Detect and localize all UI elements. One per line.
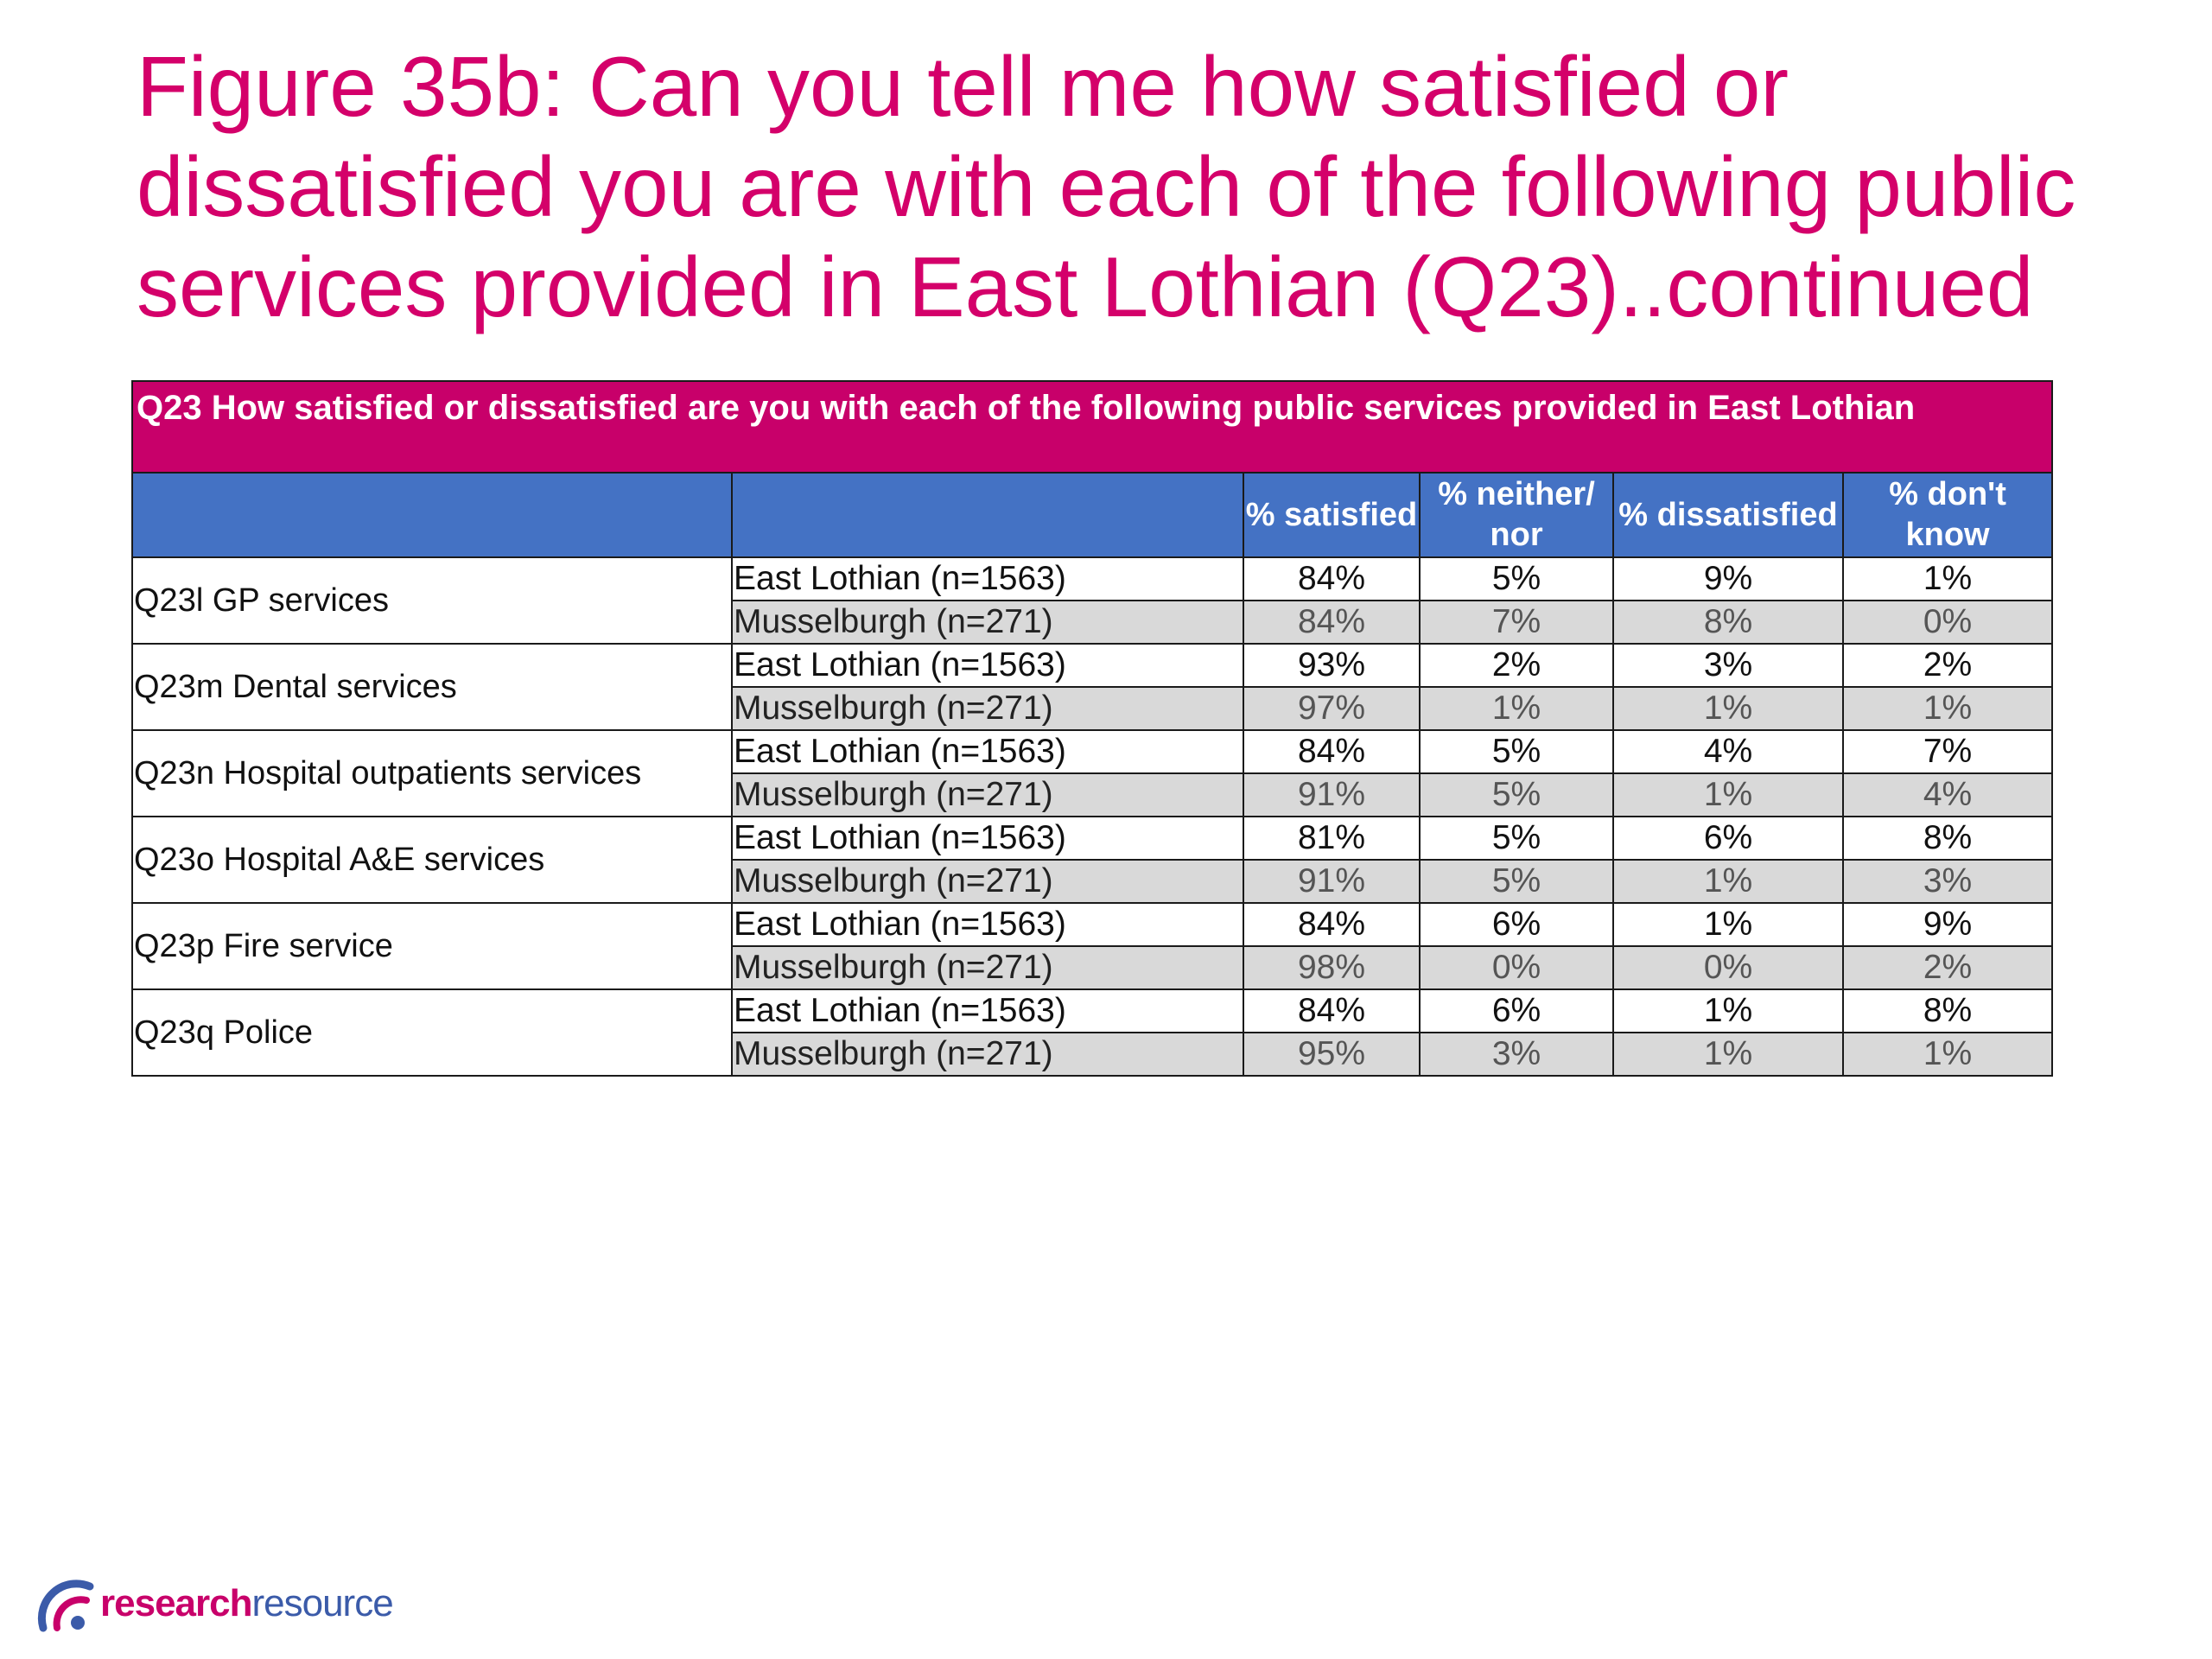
table-row: Musselburgh (n=271) 84% 7% 8% 0% [132, 600, 2054, 645]
area-label: East Lothian (n=1563) [731, 988, 1244, 1033]
area-label: East Lothian (n=1563) [731, 729, 1244, 774]
slide-title: Figure 35b: Can you tell me how satisfie… [137, 39, 2076, 334]
area-label: Musselburgh (n=271) [731, 1032, 1244, 1077]
header-dont-know: % don't know [1841, 472, 2054, 558]
value-satisfied: 84% [1243, 729, 1421, 774]
service-name: Q23m Dental services [131, 643, 733, 731]
value-satisfied: 84% [1243, 902, 1421, 947]
area-label: East Lothian (n=1563) [731, 816, 1244, 861]
value-dont-know: 4% [1841, 772, 2054, 817]
area-label: Musselburgh (n=271) [731, 600, 1244, 645]
value-satisfied: 84% [1243, 600, 1421, 645]
table-row: Musselburgh (n=271) 91% 5% 1% 3% [132, 859, 2054, 904]
value-satisfied: 97% [1243, 686, 1421, 731]
value-dissatisfied: 3% [1612, 643, 1844, 688]
value-dont-know: 2% [1841, 643, 2054, 688]
value-satisfied: 81% [1243, 816, 1421, 861]
value-neither: 3% [1419, 1032, 1614, 1077]
value-dissatisfied: 0% [1612, 945, 1844, 990]
value-dissatisfied: 1% [1612, 902, 1844, 947]
research-resource-logo-icon [37, 1580, 94, 1632]
value-dissatisfied: 1% [1612, 772, 1844, 817]
results-table-container: Q23 How satisfied or dissatisfied are yo… [130, 380, 2054, 1077]
value-neither: 5% [1419, 772, 1614, 817]
header-dissatisfied: % dissatisfied [1612, 472, 1844, 558]
table-row: Musselburgh (n=271) 95% 3% 1% 1% [132, 1032, 2054, 1077]
table-row: Q23m Dental services East Lothian (n=1563… [131, 643, 2054, 731]
value-dont-know: 9% [1841, 902, 2054, 947]
table-row: Musselburgh (n=271) 91% 5% 1% 4% [132, 772, 2054, 817]
header-blank-service [131, 472, 733, 558]
table-banner: Q23 How satisfied or dissatisfied are yo… [130, 380, 2054, 474]
value-dont-know: 1% [1841, 686, 2054, 731]
value-dissatisfied: 1% [1612, 1032, 1844, 1077]
value-neither: 6% [1419, 988, 1614, 1033]
service-name: Q23p Fire service [131, 902, 733, 990]
value-neither: 6% [1419, 902, 1614, 947]
table-row: Q23o Hospital A&E services East Lothian (… [131, 816, 2054, 904]
value-dont-know: 1% [1841, 556, 2054, 601]
table-body: Q23l GP services East Lothian (n=1563) 84%… [131, 556, 2054, 1077]
value-satisfied: 91% [1243, 772, 1421, 817]
value-satisfied: 93% [1243, 643, 1421, 688]
value-dont-know: 3% [1841, 859, 2054, 904]
area-label: Musselburgh (n=271) [731, 686, 1244, 731]
service-name: Q23o Hospital A&E services [131, 816, 733, 904]
value-neither: 1% [1419, 686, 1614, 731]
value-dont-know: 0% [1841, 600, 2054, 645]
value-dont-know: 8% [1841, 988, 2054, 1033]
table-row: Q23l GP services East Lothian (n=1563) 84%… [131, 556, 2054, 645]
value-satisfied: 84% [1243, 556, 1421, 601]
table-row: Q23p Fire service East Lothian (n=1563) 84… [131, 902, 2054, 990]
table-row: Musselburgh (n=271) 98% 0% 0% 2% [132, 945, 2054, 990]
area-label: Musselburgh (n=271) [731, 772, 1244, 817]
value-dissatisfied: 8% [1612, 600, 1844, 645]
table-row: Musselburgh (n=271) 97% 1% 1% 1% [132, 686, 2054, 731]
value-neither: 2% [1419, 643, 1614, 688]
service-name: Q23n Hospital outpatients services [131, 729, 733, 817]
logo-wordmark: researchresource [100, 1580, 394, 1628]
area-label: East Lothian (n=1563) [731, 643, 1244, 688]
area-label: East Lothian (n=1563) [731, 556, 1244, 601]
value-satisfied: 95% [1243, 1032, 1421, 1077]
header-neither: % neither/ nor [1419, 472, 1614, 558]
header-blank-area [731, 472, 1244, 558]
value-dont-know: 2% [1841, 945, 2054, 990]
value-neither: 5% [1419, 556, 1614, 601]
service-name: Q23l GP services [131, 556, 733, 645]
header-satisfied: % satisfied [1243, 472, 1421, 558]
value-satisfied: 84% [1243, 988, 1421, 1033]
value-dissatisfied: 4% [1612, 729, 1844, 774]
value-dissatisfied: 6% [1612, 816, 1844, 861]
value-dissatisfied: 1% [1612, 686, 1844, 731]
value-satisfied: 98% [1243, 945, 1421, 990]
table-row: Q23q Police East Lothian (n=1563) 84% 6% 1% 8… [131, 988, 2054, 1077]
area-label: Musselburgh (n=271) [731, 945, 1244, 990]
value-neither: 5% [1419, 816, 1614, 861]
area-label: Musselburgh (n=271) [731, 859, 1244, 904]
table-row: Q23n Hospital outpatients services East L… [131, 729, 2054, 817]
area-label: East Lothian (n=1563) [731, 902, 1244, 947]
logo-text-resource: resource [251, 1582, 393, 1624]
value-neither: 7% [1419, 600, 1614, 645]
value-neither: 0% [1419, 945, 1614, 990]
value-dissatisfied: 9% [1612, 556, 1844, 601]
value-neither: 5% [1419, 729, 1614, 774]
service-name: Q23q Police [131, 988, 733, 1077]
value-dissatisfied: 1% [1612, 859, 1844, 904]
value-dont-know: 7% [1841, 729, 2054, 774]
value-dissatisfied: 1% [1612, 988, 1844, 1033]
value-neither: 5% [1419, 859, 1614, 904]
value-satisfied: 91% [1243, 859, 1421, 904]
results-table: Q23 How satisfied or dissatisfied are yo… [130, 380, 2054, 1077]
value-dont-know: 8% [1841, 816, 2054, 861]
research-resource-logo: researchresource [36, 1574, 451, 1635]
value-dont-know: 1% [1841, 1032, 2054, 1077]
logo-text-research: research [100, 1582, 252, 1624]
header-row: % satisfied % neither/ nor % dissatisfie… [131, 472, 2054, 558]
